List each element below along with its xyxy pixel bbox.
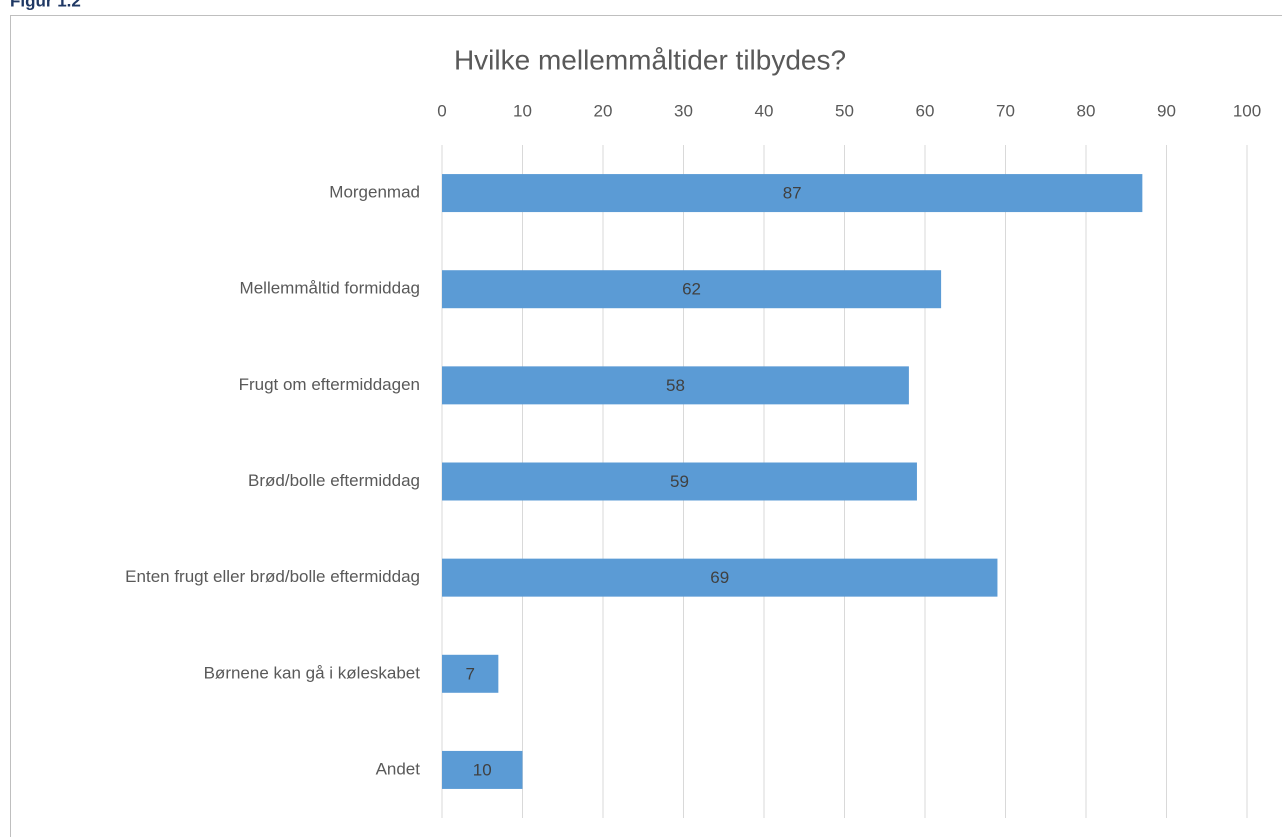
x-tick-label: 40 [755,101,774,120]
chart-title: Hvilke mellemmåltider tilbydes? [454,44,846,75]
x-tick-label: 0 [437,101,446,120]
x-tick-label: 10 [513,101,532,120]
bar [442,654,499,693]
bar [442,366,909,405]
bar [442,462,917,501]
y-tick-label: Brød/bolle eftermiddag [248,471,420,490]
y-tick-label: Andet [376,759,421,778]
data-label: 69 [710,568,729,587]
data-label: 58 [666,376,685,395]
data-label: 62 [682,280,701,299]
data-label: 10 [473,760,492,779]
x-tick-label: 20 [594,101,613,120]
x-tick-label: 50 [835,101,854,120]
data-label: 59 [670,472,689,491]
x-tick-label: 90 [1157,101,1176,120]
x-tick-label: 70 [996,101,1015,120]
x-tick-label: 100 [1233,101,1261,120]
bar [442,750,523,789]
bar [442,270,942,309]
y-tick-label: Enten frugt eller brød/bolle eftermiddag [125,567,420,586]
data-label: 87 [783,184,802,203]
y-tick-label: Frugt om eftermiddagen [239,375,420,394]
y-tick-label: Børnene kan gå i køleskabet [204,663,421,682]
x-tick-label: 80 [1077,101,1096,120]
data-label: 7 [465,664,474,683]
x-tick-label: 30 [674,101,693,120]
figure-label: Figur 1.2 [10,0,81,10]
bar [442,174,1143,213]
y-tick-label: Mellemmåltid formiddag [240,279,420,298]
x-tick-label: 60 [916,101,935,120]
chart-border [10,15,1282,837]
bar [442,558,998,597]
y-tick-label: Morgenmad [329,183,420,202]
